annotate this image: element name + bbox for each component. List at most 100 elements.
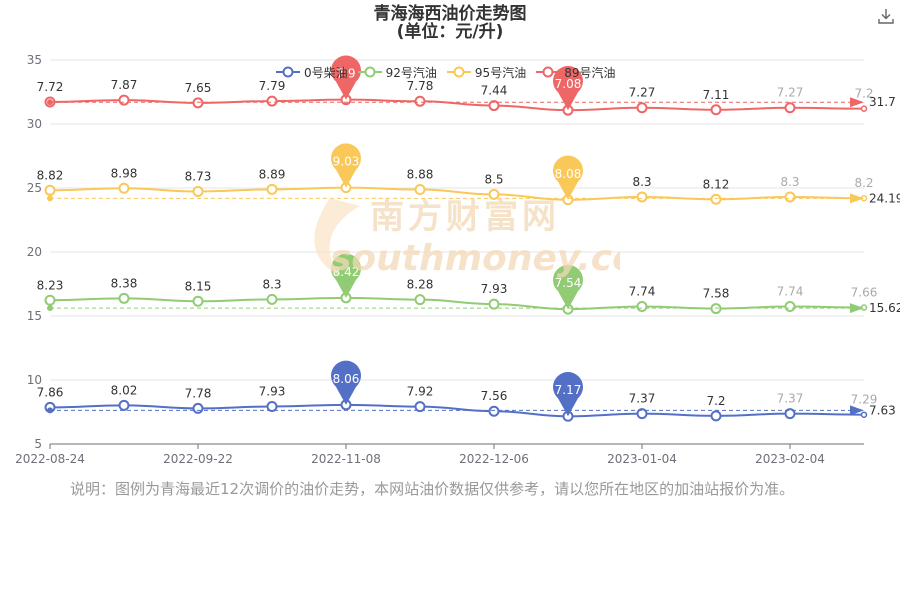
data-point xyxy=(192,185,204,197)
series-0 xyxy=(44,399,868,422)
data-point xyxy=(118,399,130,411)
y-tick-label: 30 xyxy=(27,117,42,131)
data-label: 7.66 xyxy=(851,286,878,300)
data-label: 8.82 xyxy=(37,168,64,182)
legend-marker xyxy=(276,66,300,78)
data-point xyxy=(118,94,130,106)
data-point xyxy=(860,411,868,418)
data-label: 7.56 xyxy=(481,389,508,403)
data-point xyxy=(266,183,278,195)
data-label: 7.72 xyxy=(37,80,64,94)
data-label: 8.02 xyxy=(111,383,138,397)
y-tick-label: 25 xyxy=(27,181,42,195)
pin-shape xyxy=(331,55,362,100)
pin-shape xyxy=(553,155,583,200)
data-point xyxy=(192,97,204,109)
average-label: 24.19 xyxy=(869,191,900,205)
data-point xyxy=(488,298,500,310)
data-point xyxy=(710,193,722,205)
data-label: 8.38 xyxy=(111,276,138,290)
data-point xyxy=(44,294,56,306)
data-label: 7.92 xyxy=(407,385,434,399)
legend-item[interactable]: 89号汽油 xyxy=(536,64,615,81)
data-point xyxy=(118,292,130,304)
y-tick-label: 20 xyxy=(27,245,42,259)
series-line xyxy=(49,296,865,311)
data-point xyxy=(784,301,796,313)
data-label: 7.74 xyxy=(629,285,656,299)
data-label: 7.58 xyxy=(703,287,730,301)
data-label: 8.98 xyxy=(111,166,138,180)
data-point xyxy=(710,303,722,315)
legend-marker xyxy=(536,66,561,78)
data-label: 8.73 xyxy=(185,169,212,183)
x-tick-label: 2023-02-04 xyxy=(755,452,825,466)
data-label: 8.3 xyxy=(632,175,651,189)
data-label: 7.29 xyxy=(851,393,878,407)
data-label: 7.37 xyxy=(777,392,804,406)
pin-label: 9.03 xyxy=(333,155,360,169)
data-label: 8.88 xyxy=(407,168,434,182)
x-tick-label: 2023-01-04 xyxy=(607,452,677,466)
pin-label: 8.06 xyxy=(333,372,360,386)
data-label: 7.11 xyxy=(703,88,730,102)
average-label: 31.7 xyxy=(869,95,896,109)
average-start xyxy=(47,407,53,414)
legend-marker xyxy=(446,66,471,78)
pin-label: 8.08 xyxy=(555,167,582,181)
data-label: 8.3 xyxy=(780,175,799,189)
data-point xyxy=(488,405,500,417)
watermark-logo: 南方财富网 southmoney.com xyxy=(314,197,620,279)
data-label: 7.87 xyxy=(111,78,138,92)
series-line xyxy=(49,186,865,201)
data-label: 7.65 xyxy=(185,81,212,95)
y-tick-label: 15 xyxy=(27,309,42,323)
min-pin: 7.08 xyxy=(553,65,583,111)
series-layer xyxy=(44,94,868,422)
min-pin: 7.54 xyxy=(553,264,584,310)
y-tick-label: 5 xyxy=(34,437,42,451)
data-label: 8.15 xyxy=(185,279,212,293)
average-label: 7.63 xyxy=(869,403,896,417)
pin-layer: 8.067.178.427.549.038.087.97.08 xyxy=(331,55,584,417)
data-label: 7.86 xyxy=(37,385,64,399)
data-point xyxy=(710,410,722,422)
legend-marker xyxy=(357,66,382,78)
x-tick-label: 2022-12-06 xyxy=(459,452,529,466)
pin-shape xyxy=(331,253,362,298)
data-point xyxy=(266,95,278,107)
data-label: 7.93 xyxy=(481,282,508,296)
legend-item[interactable]: 92号汽油 xyxy=(357,64,437,81)
data-point xyxy=(414,294,426,306)
legend-label: 0号柴油 xyxy=(304,65,348,80)
average-arrow xyxy=(850,193,864,204)
data-label: 8.3 xyxy=(262,277,281,291)
chart-note: 说明：图例为青海最近12次调价的油价走势，本网站油价数据仅供参考，请以您所在地区… xyxy=(70,480,795,498)
data-point xyxy=(784,408,796,420)
data-point xyxy=(636,408,648,420)
data-point xyxy=(488,188,500,200)
legend-item[interactable]: 95号汽油 xyxy=(446,64,527,81)
legend: 0号柴油 92号汽油 95号汽油 89号汽油 xyxy=(276,62,625,82)
legend-item[interactable]: 0号柴油 xyxy=(276,64,348,81)
max-pin: 8.06 xyxy=(331,360,362,405)
min-pin: 8.08 xyxy=(553,155,583,200)
series-2 xyxy=(44,182,868,206)
y-tick-label: 35 xyxy=(27,53,42,67)
data-point xyxy=(488,100,500,112)
x-tick-label: 2022-11-08 xyxy=(311,452,381,466)
download-icon[interactable] xyxy=(876,6,896,26)
data-label: 8.23 xyxy=(37,278,64,292)
average-arrow xyxy=(850,303,864,314)
pin-shape xyxy=(553,65,583,111)
data-point xyxy=(44,184,56,196)
legend-label: 95号汽油 xyxy=(474,65,527,80)
x-tick-label: 2022-08-24 xyxy=(15,452,85,466)
pin-label: 7.17 xyxy=(555,383,582,397)
pin-shape xyxy=(331,143,362,188)
data-point xyxy=(860,105,868,112)
pin-shape xyxy=(331,360,362,405)
series-3 xyxy=(44,94,868,116)
average-label: 15.62 xyxy=(869,301,900,315)
